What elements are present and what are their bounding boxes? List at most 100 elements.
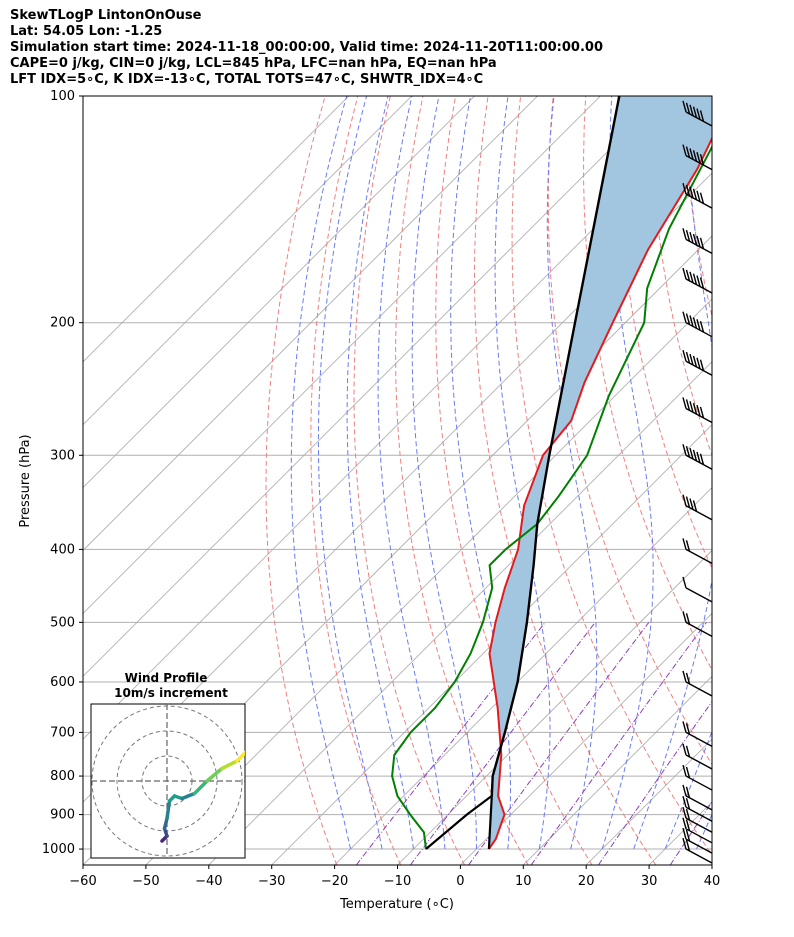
wind-barb-flag (682, 784, 687, 797)
wind-barb-flag (699, 321, 705, 333)
wind-barb-flag (685, 184, 691, 197)
wind-barb-staff (685, 848, 713, 864)
moist-adiabat-line (317, 96, 383, 850)
wind-barb-flag (682, 100, 687, 113)
y-axis-label: Pressure (hPa) (18, 434, 33, 527)
y-tick-label: 600 (50, 675, 75, 690)
dry-adiabat-line (749, 96, 794, 865)
wind-barb-flag (689, 231, 694, 244)
wind-barb-staff (685, 548, 713, 564)
wind-barb-flag (699, 237, 705, 250)
wind-barb (682, 444, 713, 470)
wind-barb-staff (685, 322, 713, 338)
parcel-profile-line (490, 96, 621, 796)
wind-barb-flag (682, 817, 687, 829)
wind-barb (682, 721, 713, 748)
simulation-time-line: Simulation start time: 2024-11-18_00:00:… (10, 40, 603, 55)
wind-barb-flag (682, 444, 687, 456)
wind-barb-flag (685, 808, 691, 821)
wind-barb-flag (692, 449, 698, 462)
wind-barb-flag (685, 786, 691, 798)
wind-barb-flag (699, 192, 705, 204)
wind-barb-flag (682, 576, 687, 589)
wind-barb-flag (682, 144, 687, 156)
wind-barb (682, 397, 713, 424)
isotherm-line (145, 298, 712, 865)
wind-barb-flag (685, 723, 691, 735)
wind-barb-flag (692, 106, 698, 118)
wind-barb (682, 144, 713, 171)
wind-barb-flag (685, 672, 691, 685)
chart-title: SkewTLogP LintonOnOuse (10, 8, 202, 23)
mixing-ratio-line (355, 622, 546, 865)
wind-barb-staff (685, 731, 713, 748)
wind-barb (682, 350, 713, 376)
x-tick-label: −50 (132, 874, 159, 889)
wind-barb-staff (685, 775, 713, 791)
wind-barb-staff (685, 828, 713, 844)
axes: −60 −50 −40 −30 −20 −10 0 10 20 30 40 1000 900 800 700… (42, 89, 720, 889)
mixing-ratio-line (597, 700, 712, 865)
wind-barb (682, 576, 713, 603)
cape-line: CAPE=0 j/kg, CIN=0 j/kg, LCL=845 hPa, LF… (10, 56, 497, 71)
isotherm-line (460, 612, 712, 865)
cape-shaded-area (488, 96, 712, 849)
wind-barb-flag (696, 235, 701, 248)
x-tick-label: −20 (321, 874, 348, 889)
mixing-ratio-line (530, 622, 707, 865)
wind-barb (682, 837, 713, 864)
wind-barb-flag (689, 186, 694, 199)
moist-adiabat-line (728, 96, 794, 849)
dry-adiabat-line (716, 96, 794, 865)
y-tick-label: 200 (50, 316, 75, 331)
hodograph-inset (90, 703, 246, 859)
wind-barb-flag (696, 152, 701, 164)
wind-barb (682, 267, 713, 294)
moist-adiabat-line (290, 96, 352, 850)
moist-adiabat-line (377, 96, 446, 850)
isotherm-line (83, 96, 412, 426)
wind-barb-flag (682, 267, 687, 280)
hodograph-trace-segment (220, 759, 239, 771)
wind-barb-flag (682, 228, 687, 240)
wind-barb-staff (685, 360, 713, 376)
wind-barb-flag (685, 766, 691, 779)
moist-adiabat-line (696, 813, 712, 850)
wind-barb-flag (682, 796, 687, 808)
wind-barb-flag (685, 313, 691, 325)
wind-barb-flag (696, 404, 701, 417)
y-tick-label: 500 (50, 615, 75, 630)
wind-barb-flag (682, 350, 687, 362)
wind-barb-staff (685, 681, 713, 697)
wind-barb-staff (685, 407, 713, 424)
wind-barb (682, 796, 713, 822)
wind-barb-staff (685, 587, 713, 603)
wind-barb-flag (685, 540, 691, 552)
wind-barb-staff (685, 193, 713, 209)
moist-adiabat-line (664, 730, 712, 850)
wind-barb-flag (689, 353, 694, 366)
hodograph-plot (91, 704, 245, 858)
wind-barb-flag (682, 837, 687, 850)
wind-barb-flag (689, 271, 694, 284)
wind-barb-flag (696, 108, 701, 120)
wind-barb-flag (696, 357, 701, 369)
x-tick-label: 0 (456, 874, 464, 889)
wind-barb-flag (699, 359, 705, 371)
wind-barb (682, 743, 713, 770)
wind-barb-staff (685, 754, 713, 770)
wind-barb-flag (682, 397, 687, 409)
x-axis-label: Temperature (∘C) (339, 897, 454, 912)
wind-barb-flag (685, 829, 691, 842)
wind-barb-flag (685, 269, 691, 282)
x-tick-label: 40 (704, 874, 721, 889)
wind-barb-staff (685, 838, 713, 854)
x-tick-label: −60 (69, 874, 96, 889)
temperature-line (488, 136, 712, 850)
wind-barb-flag (689, 401, 694, 413)
wind-barb-flag (685, 446, 691, 458)
indices-line: LFT IDX=5∘C, K IDX=-13∘C, TOTAL TOTS=47∘… (10, 72, 484, 87)
x-tick-label: −10 (384, 874, 411, 889)
wind-barb-staff (685, 278, 713, 294)
